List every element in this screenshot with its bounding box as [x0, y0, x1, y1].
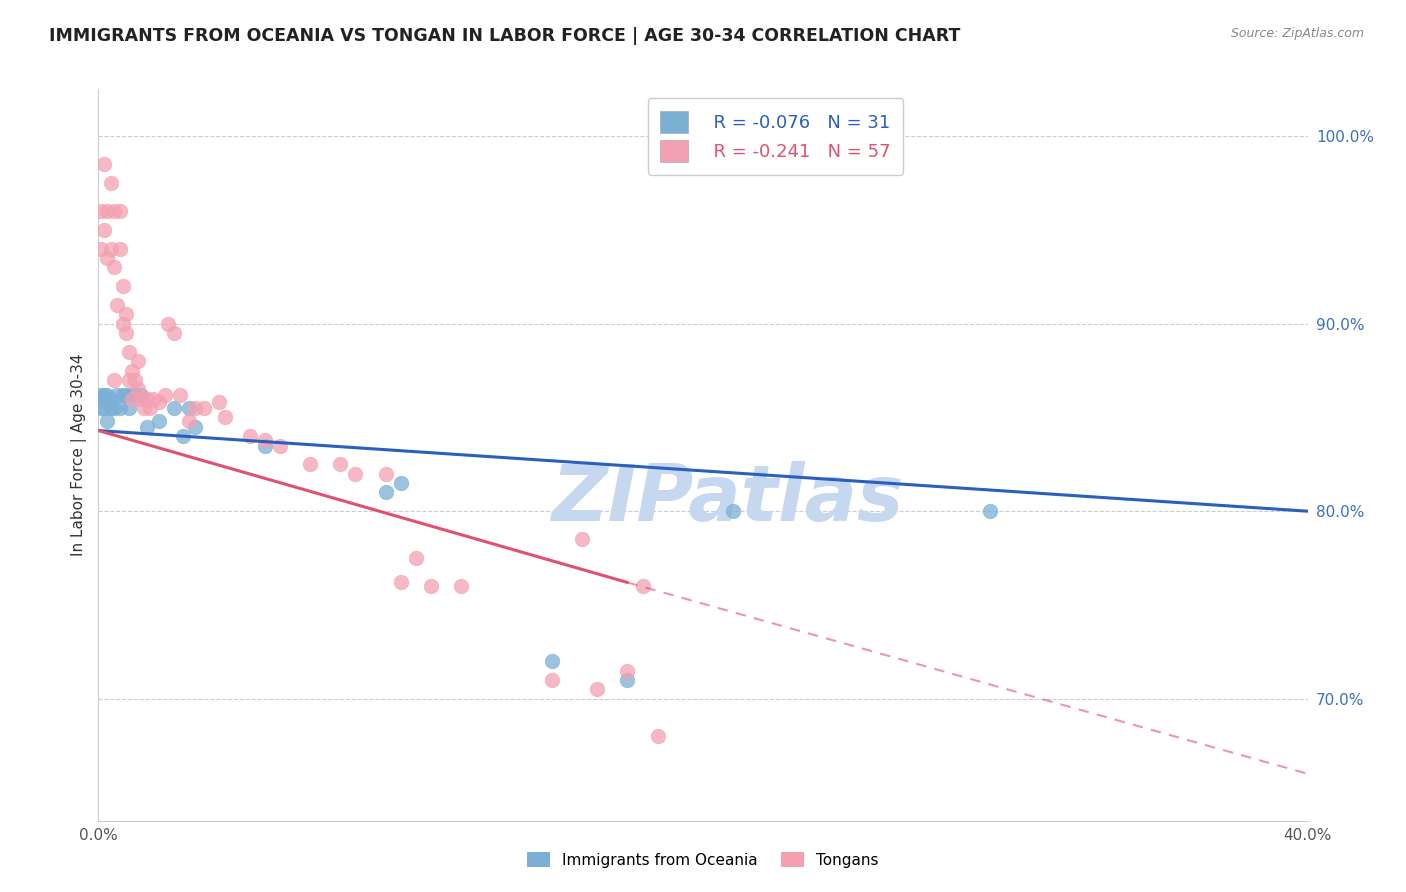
Point — [108, 401, 131, 415]
Point — [90, 401, 112, 415]
Point — [111, 388, 134, 402]
Point — [540, 673, 562, 687]
Point — [179, 401, 201, 415]
Point — [93, 388, 115, 402]
Point — [111, 279, 134, 293]
Point — [121, 392, 143, 406]
Point — [90, 388, 112, 402]
Point — [214, 410, 236, 425]
Point — [118, 401, 141, 415]
Point — [105, 298, 128, 312]
Point — [616, 673, 638, 687]
Point — [100, 392, 122, 406]
Point — [169, 388, 191, 402]
Point — [100, 401, 122, 415]
Text: ZIPatlas: ZIPatlas — [551, 461, 903, 537]
Point — [163, 401, 186, 415]
Point — [124, 373, 146, 387]
Point — [103, 260, 125, 275]
Point — [329, 458, 352, 472]
Point — [127, 382, 149, 396]
Point — [239, 429, 262, 443]
Point — [616, 664, 638, 678]
Point — [118, 373, 141, 387]
Point — [184, 419, 207, 434]
Point — [148, 414, 170, 428]
Point — [344, 467, 367, 481]
Point — [184, 401, 207, 415]
Point — [156, 317, 179, 331]
Point — [374, 485, 396, 500]
Point — [103, 204, 125, 219]
Point — [139, 401, 162, 415]
Point — [135, 392, 157, 406]
Point — [208, 395, 231, 409]
Point — [148, 395, 170, 409]
Point — [90, 242, 112, 256]
Point — [108, 242, 131, 256]
Point — [103, 373, 125, 387]
Point — [93, 223, 115, 237]
Point — [540, 654, 562, 668]
Point — [571, 533, 593, 547]
Point — [723, 504, 745, 518]
Point — [269, 438, 291, 452]
Point — [111, 317, 134, 331]
Point — [121, 363, 143, 377]
Point — [389, 575, 412, 590]
Point — [172, 429, 194, 443]
Point — [631, 579, 654, 593]
Point — [96, 204, 118, 219]
Point — [979, 504, 1001, 518]
Point — [96, 414, 118, 428]
Point — [253, 438, 276, 452]
Point — [420, 579, 443, 593]
Point — [93, 157, 115, 171]
Point — [405, 551, 427, 566]
Point — [124, 388, 146, 402]
Point — [132, 401, 155, 415]
Point — [142, 392, 165, 406]
Point — [253, 433, 276, 447]
Point — [127, 354, 149, 368]
Point — [105, 388, 128, 402]
Point — [96, 251, 118, 265]
Y-axis label: In Labor Force | Age 30-34: In Labor Force | Age 30-34 — [72, 353, 87, 557]
Point — [114, 326, 136, 340]
Point — [118, 344, 141, 359]
Legend: Immigrants from Oceania, Tongans: Immigrants from Oceania, Tongans — [520, 844, 886, 875]
Point — [163, 326, 186, 340]
Point — [93, 392, 115, 406]
Legend:   R = -0.076   N = 31,   R = -0.241   N = 57: R = -0.076 N = 31, R = -0.241 N = 57 — [648, 98, 903, 175]
Point — [153, 388, 176, 402]
Point — [114, 388, 136, 402]
Point — [647, 729, 669, 743]
Point — [93, 401, 115, 415]
Point — [450, 579, 472, 593]
Point — [100, 176, 122, 190]
Point — [299, 458, 322, 472]
Text: IMMIGRANTS FROM OCEANIA VS TONGAN IN LABOR FORCE | AGE 30-34 CORRELATION CHART: IMMIGRANTS FROM OCEANIA VS TONGAN IN LAB… — [49, 27, 960, 45]
Text: Source: ZipAtlas.com: Source: ZipAtlas.com — [1230, 27, 1364, 40]
Point — [586, 682, 609, 697]
Point — [129, 392, 152, 406]
Point — [114, 307, 136, 321]
Point — [121, 388, 143, 402]
Point — [374, 467, 396, 481]
Point — [90, 204, 112, 219]
Point — [129, 388, 152, 402]
Point — [179, 414, 201, 428]
Point — [135, 419, 157, 434]
Point — [389, 476, 412, 491]
Point — [108, 204, 131, 219]
Point — [103, 401, 125, 415]
Point — [100, 242, 122, 256]
Point — [96, 388, 118, 402]
Point — [193, 401, 215, 415]
